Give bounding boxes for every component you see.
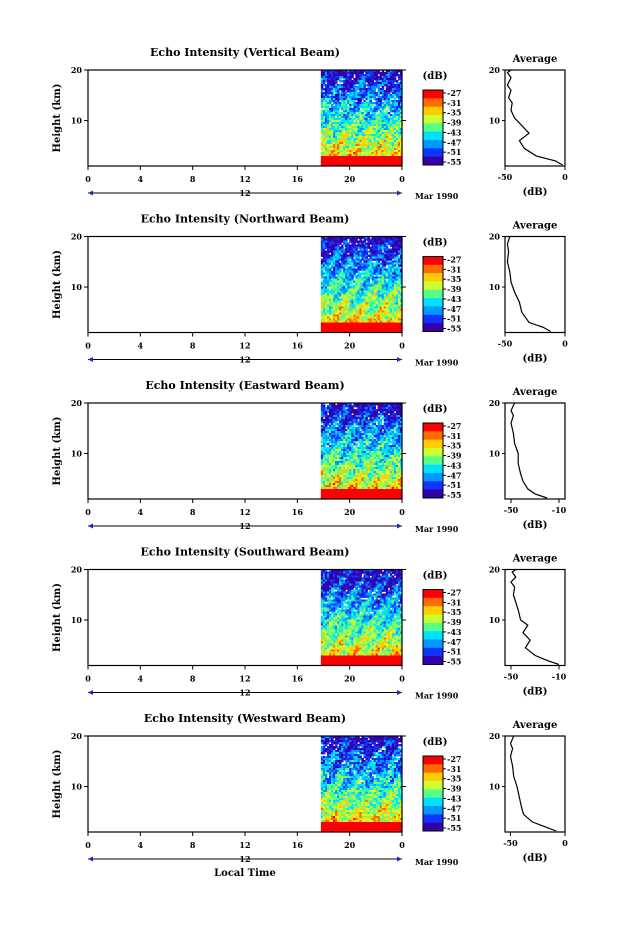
average-y-tick-label: 10 bbox=[489, 282, 501, 292]
colorbar-swatch bbox=[423, 115, 443, 124]
colorbar-swatch bbox=[423, 148, 443, 157]
x-tick-label: 0 bbox=[85, 174, 91, 184]
colorbar-tick-label: -31 bbox=[447, 264, 461, 274]
day-marker-label: 12 bbox=[239, 355, 250, 365]
colorbar-swatch bbox=[423, 98, 443, 107]
average-profile-line bbox=[507, 237, 550, 332]
day-marker-arrow-right bbox=[397, 357, 402, 362]
colorbar-tick-label: -43 bbox=[447, 127, 462, 137]
average-y-tick-label: 20 bbox=[489, 65, 501, 75]
x-tick-label: 12 bbox=[239, 341, 250, 351]
colorbar-swatch bbox=[423, 132, 443, 141]
average-y-tick-label: 10 bbox=[489, 116, 501, 126]
x-tick-label: 4 bbox=[138, 174, 144, 184]
month-label: Mar 1990 bbox=[415, 191, 459, 201]
y-tick-label: 10 bbox=[71, 282, 83, 292]
day-marker-label: 12 bbox=[239, 188, 250, 198]
x-tick-label: 20 bbox=[344, 174, 356, 184]
x-tick-label: 0 bbox=[399, 174, 405, 184]
average-title: Average bbox=[512, 221, 558, 232]
colorbar-tick-label: -39 bbox=[447, 118, 462, 128]
x-tick-label: 0 bbox=[399, 341, 405, 351]
colorbar-swatch bbox=[423, 140, 443, 149]
x-tick-label: 16 bbox=[292, 174, 304, 184]
colorbar-unit: (dB) bbox=[423, 71, 448, 82]
colorbar-swatch bbox=[423, 273, 443, 282]
colorbar-swatch bbox=[423, 282, 443, 291]
average-x-tick-label: -50 bbox=[498, 172, 513, 182]
x-tick-label: 16 bbox=[292, 341, 304, 351]
day-marker-arrow-left bbox=[88, 191, 93, 196]
y-tick-label: 20 bbox=[71, 65, 83, 75]
colorbar-swatch bbox=[423, 257, 443, 266]
x-tick-label: 0 bbox=[85, 341, 91, 351]
average-x-tick-label: 0 bbox=[562, 339, 568, 349]
colorbar-swatch bbox=[423, 107, 443, 116]
colorbar-swatch bbox=[423, 90, 443, 99]
colorbar-swatch bbox=[423, 123, 443, 132]
colorbar-swatch bbox=[423, 307, 443, 316]
average-frame bbox=[505, 237, 565, 333]
average-profile-line bbox=[507, 70, 562, 165]
panel-title: Echo Intensity (Vertical Beam) bbox=[150, 46, 340, 59]
colorbar-swatch bbox=[423, 298, 443, 307]
colorbar-unit: (dB) bbox=[423, 238, 448, 249]
average-y-tick-label: 20 bbox=[489, 232, 501, 242]
x-tick-label: 8 bbox=[190, 341, 196, 351]
colorbar-tick-label: -27 bbox=[447, 88, 461, 98]
colorbar-swatch bbox=[423, 323, 443, 332]
x-tick-label: 12 bbox=[239, 174, 250, 184]
colorbar-tick-label: -27 bbox=[447, 255, 461, 265]
colorbar-swatch bbox=[423, 290, 443, 299]
colorbar-tick-label: -55 bbox=[447, 324, 461, 334]
panel-title: Echo Intensity (Northward Beam) bbox=[141, 213, 350, 226]
x-tick-label: 8 bbox=[190, 174, 196, 184]
average-x-label: (dB) bbox=[523, 354, 548, 365]
day-marker-arrow-left bbox=[88, 357, 93, 362]
x-tick-label: 4 bbox=[138, 341, 144, 351]
average-title: Average bbox=[512, 54, 558, 65]
colorbar-tick-label: -43 bbox=[447, 294, 462, 304]
average-x-label: (dB) bbox=[523, 187, 548, 198]
y-axis-label: Height (km) bbox=[52, 250, 63, 319]
y-axis-label: Height (km) bbox=[52, 417, 63, 486]
colorbar-tick-label: -35 bbox=[447, 108, 461, 118]
colorbar-swatch bbox=[423, 315, 443, 324]
day-marker-arrow-right bbox=[397, 191, 402, 196]
panel-title: Echo Intensity (Eastward Beam) bbox=[145, 379, 344, 392]
colorbar-swatch bbox=[423, 157, 443, 166]
y-tick-label: 10 bbox=[71, 116, 83, 126]
y-axis-label: Height (km) bbox=[52, 84, 63, 153]
colorbar-tick-label: -47 bbox=[447, 137, 461, 147]
colorbar-tick-label: -51 bbox=[447, 147, 461, 157]
month-label: Mar 1990 bbox=[415, 358, 459, 368]
y-tick-label: 20 bbox=[71, 232, 83, 242]
colorbar-tick-label: -51 bbox=[447, 314, 461, 324]
colorbar-tick-label: -31 bbox=[447, 98, 461, 108]
x-tick-label: 20 bbox=[344, 341, 356, 351]
average-x-tick-label: 0 bbox=[562, 172, 568, 182]
colorbar-tick-label: -47 bbox=[447, 304, 461, 314]
average-x-tick-label: -50 bbox=[498, 339, 513, 349]
colorbar-tick-label: -39 bbox=[447, 284, 462, 294]
colorbar-tick-label: -55 bbox=[447, 157, 461, 167]
colorbar-tick-label: -35 bbox=[447, 274, 461, 284]
colorbar-swatch bbox=[423, 265, 443, 274]
